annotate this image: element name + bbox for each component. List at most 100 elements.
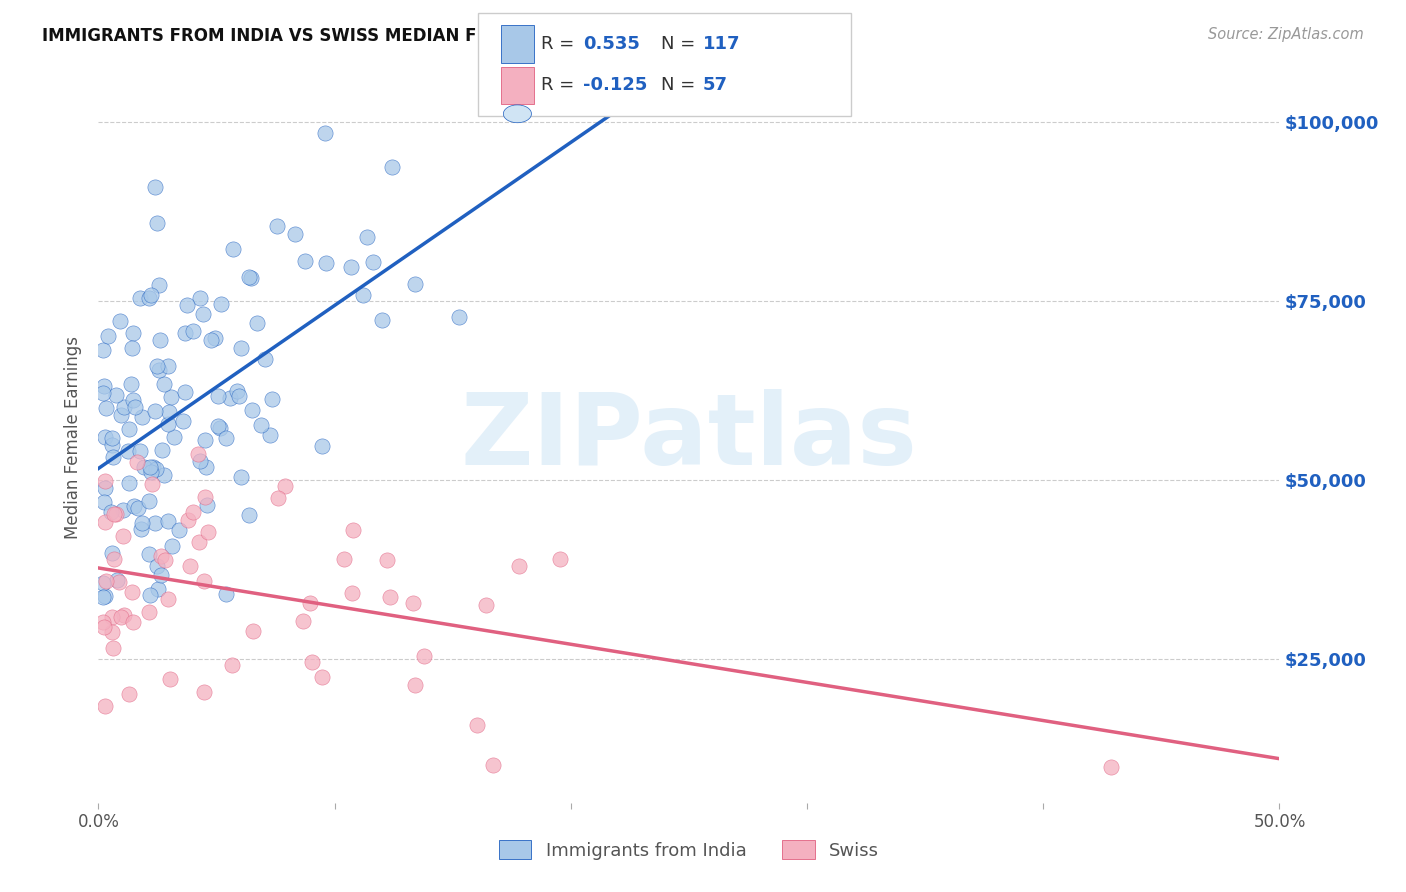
- Point: [188, 454, 211, 468]
- Point: [160, 539, 183, 553]
- Point: [229, 342, 252, 356]
- Point: [314, 126, 336, 140]
- Point: [194, 490, 217, 504]
- Point: [141, 476, 163, 491]
- Point: [153, 553, 176, 567]
- Point: [242, 624, 264, 638]
- Point: [145, 462, 167, 476]
- Point: [93, 379, 115, 393]
- Point: [153, 467, 176, 482]
- Point: [240, 402, 263, 417]
- Point: [482, 757, 505, 772]
- Point: [204, 331, 226, 345]
- Point: [231, 469, 253, 483]
- Text: N =: N =: [661, 77, 700, 95]
- Point: [167, 524, 190, 538]
- Point: [149, 334, 172, 348]
- Point: [311, 439, 333, 453]
- Point: [284, 227, 307, 241]
- Point: [108, 314, 131, 328]
- Point: [177, 513, 200, 527]
- Point: [145, 216, 167, 230]
- Point: [465, 718, 488, 732]
- Point: [91, 590, 114, 604]
- Point: [112, 607, 135, 622]
- Text: 0.535: 0.535: [583, 35, 640, 53]
- Point: [101, 641, 124, 656]
- Point: [101, 625, 124, 640]
- Point: [179, 559, 201, 574]
- Point: [118, 688, 141, 702]
- Point: [145, 180, 167, 194]
- Point: [193, 685, 215, 699]
- Point: [93, 620, 115, 634]
- Point: [253, 352, 276, 367]
- Point: [207, 419, 229, 434]
- Point: [176, 298, 198, 312]
- Point: [103, 508, 125, 522]
- Point: [103, 450, 125, 465]
- Point: [146, 359, 169, 373]
- Point: [191, 307, 214, 321]
- Point: [162, 429, 184, 443]
- Point: [207, 389, 229, 403]
- Point: [118, 475, 141, 490]
- Point: [131, 516, 153, 531]
- Point: [139, 460, 162, 475]
- Point: [447, 310, 470, 324]
- Point: [375, 553, 398, 567]
- Point: [259, 428, 281, 442]
- Point: [94, 699, 117, 714]
- Point: [193, 574, 215, 588]
- Point: [157, 592, 180, 607]
- Point: [159, 672, 181, 686]
- Point: [188, 291, 211, 305]
- Text: R =: R =: [541, 35, 581, 53]
- Point: [222, 242, 245, 256]
- Point: [150, 443, 173, 458]
- Point: [200, 333, 222, 347]
- Point: [183, 324, 205, 338]
- Point: [194, 433, 217, 447]
- Point: [197, 524, 219, 539]
- Point: [294, 253, 316, 268]
- Point: [187, 447, 209, 461]
- Text: N =: N =: [661, 35, 700, 53]
- Point: [250, 417, 273, 432]
- Point: [94, 481, 117, 495]
- Point: [361, 255, 384, 269]
- Point: [157, 359, 180, 374]
- Point: [340, 260, 363, 275]
- Text: -0.125: -0.125: [583, 77, 648, 95]
- Point: [508, 559, 530, 574]
- Text: IMMIGRANTS FROM INDIA VS SWISS MEDIAN FEMALE EARNINGS CORRELATION CHART: IMMIGRANTS FROM INDIA VS SWISS MEDIAN FE…: [42, 27, 846, 45]
- Point: [138, 494, 160, 508]
- Point: [225, 384, 247, 398]
- Text: ZIPatlas: ZIPatlas: [461, 389, 917, 485]
- Point: [208, 421, 231, 435]
- Point: [157, 417, 180, 431]
- Point: [112, 529, 135, 543]
- Point: [146, 582, 169, 596]
- Point: [129, 444, 152, 458]
- Point: [125, 455, 148, 469]
- Point: [131, 523, 153, 537]
- Point: [340, 585, 363, 599]
- Point: [266, 219, 288, 233]
- Point: [117, 444, 139, 458]
- Point: [100, 546, 122, 560]
- Point: [299, 596, 322, 610]
- Point: [122, 499, 145, 513]
- Text: 117: 117: [703, 35, 741, 53]
- Point: [103, 551, 125, 566]
- Point: [108, 575, 131, 590]
- Point: [127, 500, 149, 515]
- Point: [91, 343, 114, 357]
- Point: [218, 391, 240, 405]
- Point: [91, 615, 114, 629]
- Point: [188, 535, 211, 549]
- Point: [211, 297, 233, 311]
- Point: [101, 438, 124, 452]
- Point: [91, 386, 114, 401]
- Point: [141, 287, 163, 301]
